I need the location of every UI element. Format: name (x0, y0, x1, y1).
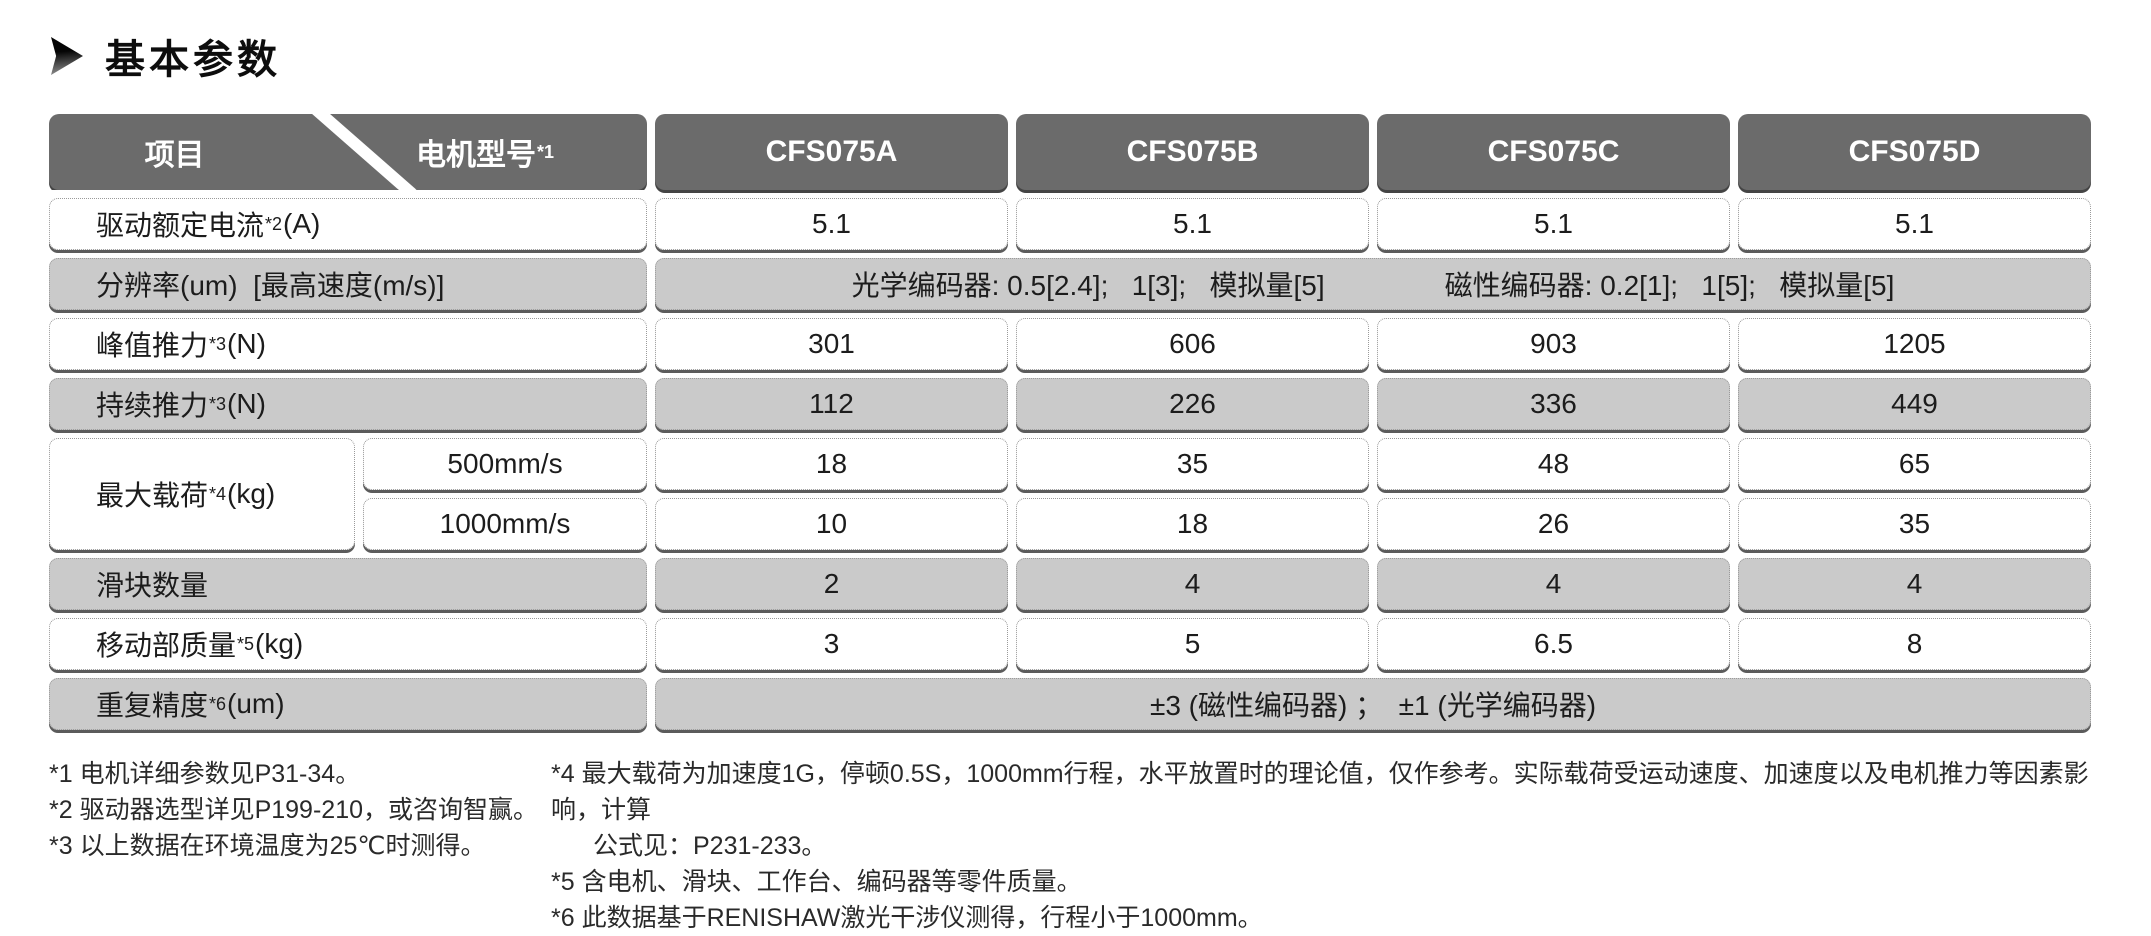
page-title: 基本参数 (105, 38, 281, 82)
footnote-line: *2 驱动器选型详见P199-210，或咨询智赢。 (49, 796, 539, 824)
value-stack: 18 10 (655, 438, 1008, 550)
table-row-peak-force: 峰值推力 *3 (N) 301 606 903 1205 (49, 318, 2091, 370)
repeatability-span-cell: ±3 (磁性编码器) ； ±1 (光学编码器) (655, 678, 2091, 730)
value-cell: 336 (1377, 378, 1730, 430)
resolution-span-cell: 光学编码器: 0.5[2.4]; 1[3]; 模拟量[5] 磁性编码器: 0.2… (655, 258, 2091, 310)
value-cell: 5.1 (1016, 198, 1369, 250)
table-row-continuous-force: 持续推力 *3 (N) 112 226 336 449 (49, 378, 2091, 430)
header-model-label: 电机型号 *1 (416, 139, 555, 172)
value-cell: 4 (1738, 558, 2091, 610)
value-cell: 4 (1016, 558, 1369, 610)
row-label: 移动部质量 *5 (kg) (49, 618, 647, 670)
value-cell: 35 (1738, 498, 2091, 550)
row-label: 驱动额定电流 *2 (A) (49, 198, 647, 250)
value-stack: 35 18 (1016, 438, 1369, 550)
table-row-max-load: 最大载荷 *4 (kg) 500mm/s 1000mm/s 18 10 35 18 … (49, 438, 2091, 550)
row-label: 最大载荷 *4 (kg) (49, 438, 355, 550)
value-cell: 5.1 (1377, 198, 1730, 250)
optical-encoder-spec: 光学编码器: 0.5[2.4]; 1[3]; 模拟量[5] (851, 270, 1325, 301)
model-header-cfs075d: CFS075D (1738, 114, 2091, 190)
table-row-moving-mass: 移动部质量 *5 (kg) 3 5 6.5 8 (49, 618, 2091, 670)
value-cell: 35 (1016, 438, 1369, 490)
value-cell: 449 (1738, 378, 2091, 430)
footnote-line: *3 以上数据在环境温度为25℃时测得。 (49, 832, 486, 860)
footnote-line: *1 电机详细参数见P31-34。 (49, 760, 361, 788)
header-corner-cell: 项目 电机型号 *1 (49, 114, 647, 190)
row-label: 峰值推力 *3 (N) (49, 318, 647, 370)
footnote-line: *5 含电机、滑块、工作台、编码器等零件质量。 (551, 868, 1082, 896)
value-cell: 65 (1738, 438, 2091, 490)
magnetic-encoder-spec: 磁性编码器: 0.2[1]; 1[5]; 模拟量[5] (1444, 270, 1895, 301)
value-cell: 8 (1738, 618, 2091, 670)
value-cell: 1205 (1738, 318, 2091, 370)
footnote-line: *6 此数据基于RENISHAW激光干涉仪测得，行程小于1000mm。 (551, 904, 1263, 932)
row-label: 分辨率(um) [最高速度(m/s)] (49, 258, 647, 310)
speed-label-stack: 500mm/s 1000mm/s (363, 438, 647, 550)
table-row-rated-current: 驱动额定电流 *2 (A) 5.1 5.1 5.1 5.1 (49, 198, 2091, 250)
value-cell: 6.5 (1377, 618, 1730, 670)
value-cell: 112 (655, 378, 1008, 430)
value-stack: 65 35 (1738, 438, 2091, 550)
model-header-cfs075a: CFS075A (655, 114, 1008, 190)
value-cell: 2 (655, 558, 1008, 610)
repeatability-value: ±3 (磁性编码器) ； ±1 (光学编码器) (1149, 690, 1597, 721)
value-cell: 18 (1016, 498, 1369, 550)
table-row-slider-count: 滑块数量 2 4 4 4 (49, 558, 2091, 610)
footnote-line: 公式见：P231-233。 (593, 832, 827, 860)
spec-table: 项目 电机型号 *1 CFS075A CFS075B CFS075C CFS075… (49, 114, 2091, 730)
header-item-label: 项目 (144, 139, 205, 172)
table-row-repeatability: 重复精度 *6 (um) ±3 (磁性编码器) ； ±1 (光学编码器) (49, 678, 2091, 730)
value-cell: 903 (1377, 318, 1730, 370)
value-cell: 18 (655, 438, 1008, 490)
footnotes: *1 电机详细参数见P31-34。 *2 驱动器选型详见P199-210，或咨询… (49, 756, 2151, 936)
value-cell: 3 (655, 618, 1008, 670)
model-header-cfs075b: CFS075B (1016, 114, 1369, 190)
row-label: 持续推力 *3 (N) (49, 378, 647, 430)
value-cell: 5 (1016, 618, 1369, 670)
footnote-line: *4 最大载荷为加速度1G，停顿0.5S，1000mm行程，水平放置时的理论值，… (551, 760, 2089, 824)
value-cell: 4 (1377, 558, 1730, 610)
value-cell: 5.1 (655, 198, 1008, 250)
speed-label-cell: 1000mm/s (363, 498, 647, 550)
model-header-cfs075c: CFS075C (1377, 114, 1730, 190)
value-cell: 10 (655, 498, 1008, 550)
table-row-resolution: 分辨率(um) [最高速度(m/s)] 光学编码器: 0.5[2.4]; 1[3… (49, 258, 2091, 310)
right-triangle-icon (51, 37, 83, 75)
value-cell: 5.1 (1738, 198, 2091, 250)
row-label: 滑块数量 (49, 558, 647, 610)
footnotes-left-column: *1 电机详细参数见P31-34。 *2 驱动器选型详见P199-210，或咨询… (49, 756, 551, 936)
speed-label-cell: 500mm/s (363, 438, 647, 490)
footnotes-right-column: *4 最大载荷为加速度1G，停顿0.5S，1000mm行程，水平放置时的理论值，… (551, 756, 2151, 936)
value-cell: 48 (1377, 438, 1730, 490)
value-cell: 301 (655, 318, 1008, 370)
table-header-row: 项目 电机型号 *1 CFS075A CFS075B CFS075C CFS075… (49, 114, 2091, 190)
value-stack: 48 26 (1377, 438, 1730, 550)
row-label: 重复精度 *6 (um) (49, 678, 647, 730)
value-cell: 606 (1016, 318, 1369, 370)
value-cell: 226 (1016, 378, 1369, 430)
value-cell: 26 (1377, 498, 1730, 550)
section-title-row: 基本参数 (51, 32, 2151, 82)
